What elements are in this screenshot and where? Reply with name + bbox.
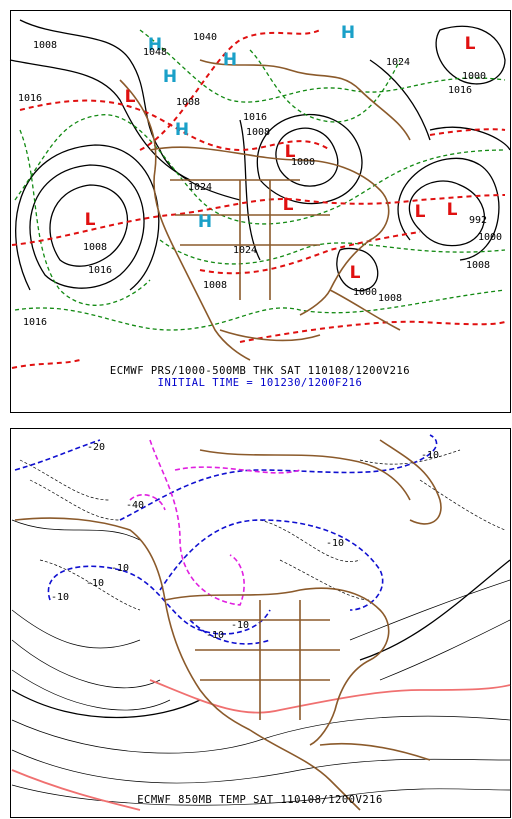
low-center: L	[465, 34, 476, 54]
isobar-label: 1016	[23, 317, 47, 328]
isotherm-label: -10	[231, 620, 249, 631]
freezing-lines	[14, 434, 438, 645]
isotherm-label: -10	[326, 538, 344, 549]
thickness-lines	[14, 29, 506, 331]
high-center: H	[175, 120, 189, 140]
isobar-label: 1008	[33, 40, 57, 51]
isobar-label: 1008	[466, 260, 490, 271]
isotherm-label: -10	[111, 563, 129, 574]
high-center: H	[341, 23, 355, 43]
high-center: H	[148, 35, 162, 55]
low-center: L	[447, 200, 458, 220]
bottom-panel	[10, 428, 511, 818]
low-center: L	[350, 263, 361, 283]
map-subtitle: INITIAL TIME = 101230/1200F216	[158, 377, 363, 389]
isotherm-label: -10	[51, 592, 69, 603]
high-center: H	[163, 67, 177, 87]
coastlines	[119, 59, 411, 361]
top-panel	[9, 10, 511, 413]
isobar-label: 1016	[18, 93, 42, 104]
isotherm-label: -40	[126, 500, 144, 511]
isobar-label: 1008	[203, 280, 227, 291]
coastlines	[14, 439, 442, 811]
cold-lines	[129, 439, 301, 606]
low-center: L	[125, 87, 136, 107]
isobar-label: 1000	[291, 157, 315, 168]
isobar-label: 1024	[386, 57, 410, 68]
high-center: H	[198, 212, 212, 232]
isobar-label: 1008	[83, 242, 107, 253]
low-center: L	[283, 195, 294, 215]
isobar-label: 1000	[462, 71, 486, 82]
isobar-label: 1024	[188, 182, 212, 193]
isotherm-label: -10	[206, 630, 224, 641]
isobar-label: 1008	[246, 127, 270, 138]
map-title: ECMWF PRS/1000-500MB THK SAT 110108/1200…	[110, 365, 410, 377]
isobar-label: 1024	[233, 245, 257, 256]
isotherm-label: -10	[86, 578, 104, 589]
isotherm-label: -20	[87, 442, 105, 453]
isobar-label: 1008	[176, 97, 200, 108]
isobar-label: 1016	[448, 85, 472, 96]
high-center: H	[223, 50, 237, 70]
isotherm-label: -10	[421, 450, 439, 461]
isobar-label: 1000	[478, 232, 502, 243]
low-center: L	[85, 210, 96, 230]
isobar-label: 1016	[88, 265, 112, 276]
isobar-label: 1000	[353, 287, 377, 298]
low-center: L	[415, 202, 426, 222]
isobar-label: 1040	[193, 32, 217, 43]
isobar-lines	[9, 19, 511, 292]
panel-frame	[10, 10, 511, 413]
low-center: L	[285, 142, 296, 162]
warm-lines	[11, 679, 511, 811]
isobar-label: 992	[469, 215, 487, 226]
isobar-label: 1008	[378, 293, 402, 304]
isobar-label: 1016	[243, 112, 267, 123]
isobar-label: 1048	[143, 47, 167, 58]
map-title: ECMWF 850MB TEMP SAT 110108/1200V216	[137, 794, 383, 806]
